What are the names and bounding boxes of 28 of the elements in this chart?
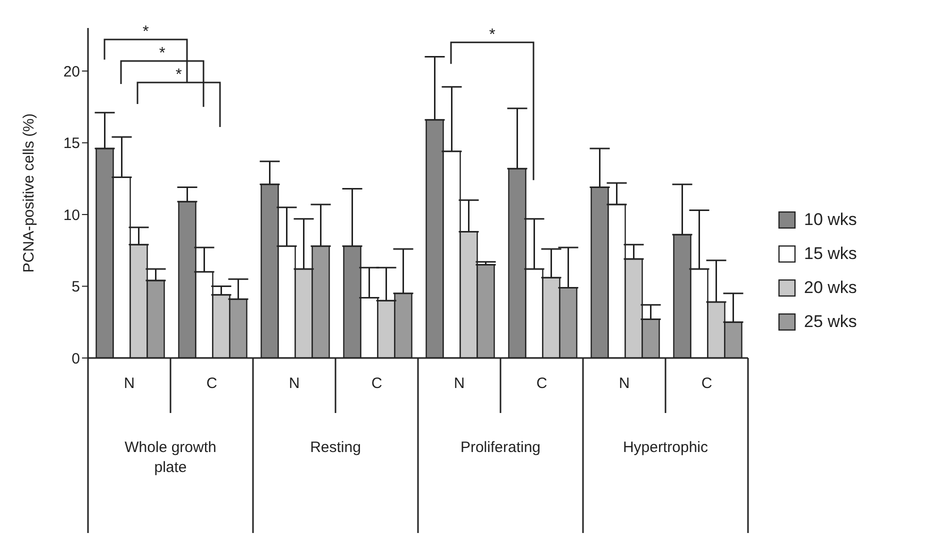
x-tick-label: N (618, 375, 630, 392)
x-tick-label: C (371, 375, 382, 392)
legend-label: 15 wks (804, 244, 857, 264)
x-tick-label: C (701, 375, 712, 392)
y-tick-label: 10 (63, 206, 80, 224)
significance-bracket: * (136, 66, 221, 127)
text: Hypertrophic (622, 438, 710, 458)
x-tick-label: C (536, 375, 548, 392)
annotation: * (489, 26, 496, 44)
annotation: * (159, 45, 166, 62)
legend-label: 10 wks (804, 210, 857, 230)
y-tick-label: 0 (72, 350, 80, 368)
annotation: * (176, 66, 182, 84)
x-tick-label: N (454, 375, 465, 392)
annotation: * (142, 23, 149, 40)
x-tick-label: N (124, 375, 135, 392)
text: Proliferating (459, 438, 542, 458)
y-tick-label: 5 (72, 278, 80, 296)
legend-label: 25 wks (804, 312, 857, 332)
significance-bracket: * (450, 26, 534, 180)
text: Whole growth plate (124, 438, 218, 478)
x-tick-label: N (288, 375, 300, 392)
x-tick-label: C (206, 375, 218, 392)
text: Resting (309, 438, 362, 458)
legend-label: 20 wks (804, 278, 857, 298)
y-axis-title: PCNA-positive cells (%) (20, 113, 38, 273)
y-tick-label: 20 (63, 63, 80, 80)
y-tick-label: 15 (63, 135, 80, 152)
